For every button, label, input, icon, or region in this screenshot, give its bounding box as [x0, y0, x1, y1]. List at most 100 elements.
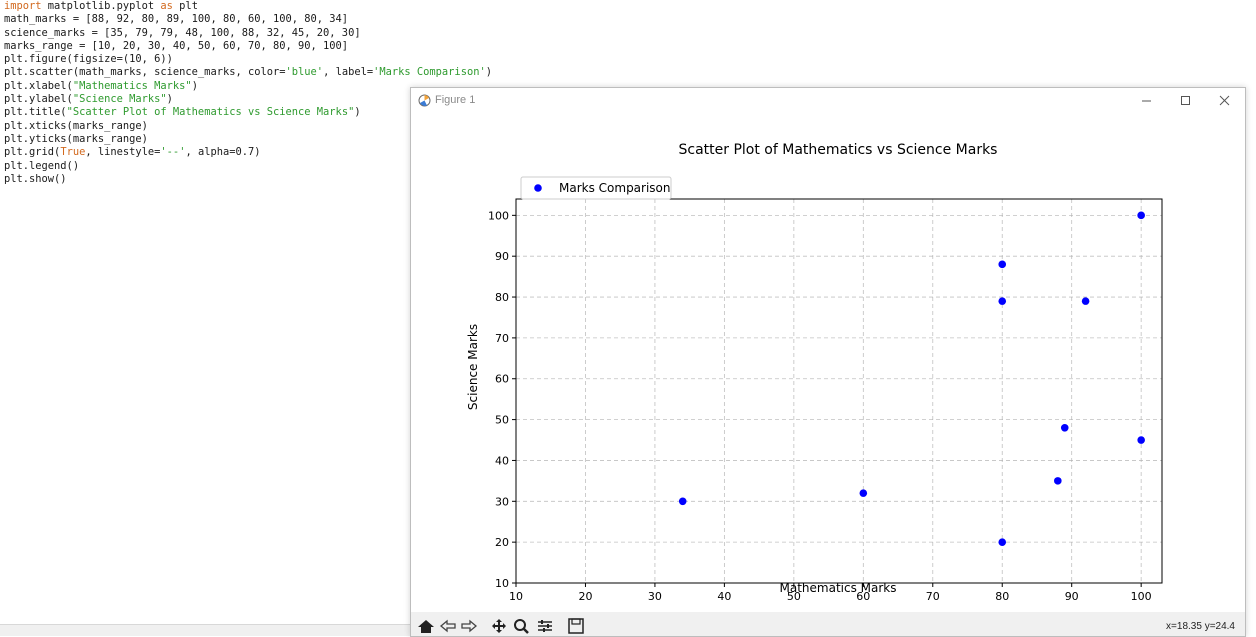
- forward-icon[interactable]: [459, 618, 479, 634]
- x-axis-label: Mathematics Marks: [780, 581, 897, 595]
- scatter-chart: Scatter Plot of Mathematics vs Science M…: [466, 142, 1163, 603]
- y-tick-label: 80: [495, 291, 509, 304]
- data-point: [678, 497, 687, 506]
- maximize-button[interactable]: [1166, 88, 1204, 113]
- x-tick-label: 20: [578, 590, 592, 603]
- code-token: plt.legend(): [4, 159, 80, 172]
- code-token: ): [354, 106, 361, 119]
- legend-box: [520, 176, 672, 200]
- data-point: [998, 260, 1007, 269]
- code-line[interactable]: plt.ylabel("Science Marks"): [4, 93, 492, 106]
- code-token: , label=: [323, 66, 374, 79]
- code-token: , linestyle=: [85, 146, 161, 159]
- figure-app-icon: [418, 94, 431, 107]
- editor-status-strip: [0, 624, 412, 636]
- navigation-toolbar: x=18.35 y=24.4: [411, 612, 1245, 636]
- x-tick-label: 10: [509, 590, 523, 603]
- x-axis-ticks: 10 20 30 40 50 60 70 80 90 100: [509, 583, 1152, 603]
- code-line[interactable]: math_marks = [88, 92, 80, 89, 100, 80, 6…: [4, 13, 492, 26]
- code-line[interactable]: plt.legend(): [4, 160, 492, 173]
- code-line[interactable]: plt.grid(True, linestyle='--', alpha=0.7…: [4, 146, 492, 159]
- grid-lines: [515, 199, 1162, 584]
- code-line[interactable]: plt.title("Scatter Plot of Mathematics v…: [4, 106, 492, 119]
- code-token: 'Marks Comparison': [373, 66, 486, 79]
- code-line[interactable]: import matplotlib.pyplot as plt: [4, 0, 492, 13]
- code-line[interactable]: plt.figure(figsize=(10, 6)): [4, 53, 492, 66]
- code-token: "Mathematics Marks": [72, 79, 192, 92]
- minimize-icon: [1141, 100, 1151, 102]
- y-tick-label: 30: [495, 495, 509, 508]
- save-icon[interactable]: [566, 618, 586, 634]
- x-tick-label: 60: [856, 590, 870, 603]
- code-line[interactable]: plt.yticks(marks_range): [4, 133, 492, 146]
- code-token: plt.yticks(marks_range): [4, 132, 148, 145]
- home-icon[interactable]: [416, 618, 436, 634]
- y-tick-label: 90: [495, 250, 509, 263]
- minimize-button[interactable]: [1127, 88, 1165, 113]
- code-token: "Scatter Plot of Mathematics vs Science …: [66, 106, 355, 119]
- pan-icon[interactable]: [489, 618, 509, 634]
- legend-label: Marks Comparison: [559, 181, 671, 195]
- code-token: 'blue': [285, 66, 324, 79]
- close-button[interactable]: [1205, 88, 1243, 113]
- figure-window[interactable]: Figure 1 Scatter Plot of Mathematics vs …: [410, 87, 1246, 637]
- code-token: True: [60, 146, 86, 159]
- window-titlebar[interactable]: Figure 1: [411, 88, 1245, 113]
- data-point: [1060, 423, 1069, 432]
- code-token: import: [4, 0, 42, 12]
- axes-frame: [515, 198, 1163, 584]
- code-token: plt.show(): [4, 172, 67, 185]
- x-tick-label: 90: [1065, 590, 1079, 603]
- x-tick-label: 30: [648, 590, 662, 603]
- data-point: [1054, 477, 1062, 485]
- maximize-icon: [1180, 96, 1190, 105]
- x-tick-label: 50: [787, 590, 801, 603]
- code-token: as: [160, 0, 173, 12]
- y-tick-label: 10: [495, 577, 509, 590]
- code-token: plt.scatter(math_marks, science_marks, c…: [4, 66, 286, 79]
- code-token: plt.grid(: [4, 146, 61, 159]
- code-line[interactable]: plt.xticks(marks_range): [4, 120, 492, 133]
- x-tick-label: 80: [995, 590, 1009, 603]
- data-point: [998, 538, 1007, 546]
- code-token: plt.xticks(marks_range): [4, 119, 148, 132]
- code-line[interactable]: plt.scatter(math_marks, science_marks, c…: [4, 66, 492, 79]
- chart-title: Scatter Plot of Mathematics vs Science M…: [679, 142, 998, 158]
- code-token: math_marks = [88, 92, 80, 89, 100, 80, 6…: [4, 13, 349, 26]
- code-token: plt.title(: [4, 106, 67, 119]
- code-line[interactable]: science_marks = [35, 79, 79, 48, 100, 88…: [4, 27, 492, 40]
- code-line[interactable]: plt.xlabel("Mathematics Marks"): [4, 80, 492, 93]
- data-point: [859, 489, 868, 497]
- code-token: ): [191, 79, 198, 92]
- data-points: [678, 211, 1145, 546]
- y-tick-label: 20: [495, 536, 509, 549]
- configure-subplots-icon[interactable]: [535, 618, 555, 634]
- y-tick-label: 60: [495, 373, 509, 386]
- y-tick-label: 70: [495, 332, 509, 345]
- y-tick-label: 50: [495, 414, 509, 427]
- data-point: [998, 297, 1007, 305]
- code-token: ): [485, 66, 492, 79]
- back-icon[interactable]: [438, 618, 458, 634]
- code-line[interactable]: plt.show(): [4, 173, 492, 186]
- data-point: [1137, 436, 1145, 444]
- window-title: Figure 1: [435, 94, 476, 106]
- code-line[interactable]: marks_range = [10, 20, 30, 40, 50, 60, 7…: [4, 40, 492, 53]
- code-token: plt.xlabel(: [4, 79, 73, 92]
- data-point: [1137, 211, 1145, 220]
- code-token: , alpha=0.7): [185, 146, 261, 159]
- legend: Marks Comparison: [520, 176, 672, 200]
- y-tick-label: 40: [495, 454, 509, 467]
- zoom-icon[interactable]: [512, 618, 532, 634]
- code-token: marks_range = [10, 20, 30, 40, 50, 60, 7…: [4, 39, 349, 52]
- code-token: matplotlib.pyplot: [41, 0, 161, 12]
- code-token: "Science Marks": [72, 93, 167, 106]
- data-point: [1081, 297, 1090, 305]
- code-text[interactable]: import matplotlib.pyplot as plt math_mark…: [4, 0, 492, 186]
- code-token: '--': [160, 146, 186, 159]
- y-axis-label: Science Marks: [466, 324, 480, 410]
- plot-canvas[interactable]: Scatter Plot of Mathematics vs Science M…: [411, 113, 1245, 612]
- code-token: science_marks = [35, 79, 79, 48, 100, 88…: [4, 26, 361, 39]
- y-axis-ticks: 10 20 30 40 50 60 70 80 90 100: [488, 209, 516, 590]
- code-token: plt.figure(figsize=(10, 6)): [4, 53, 173, 66]
